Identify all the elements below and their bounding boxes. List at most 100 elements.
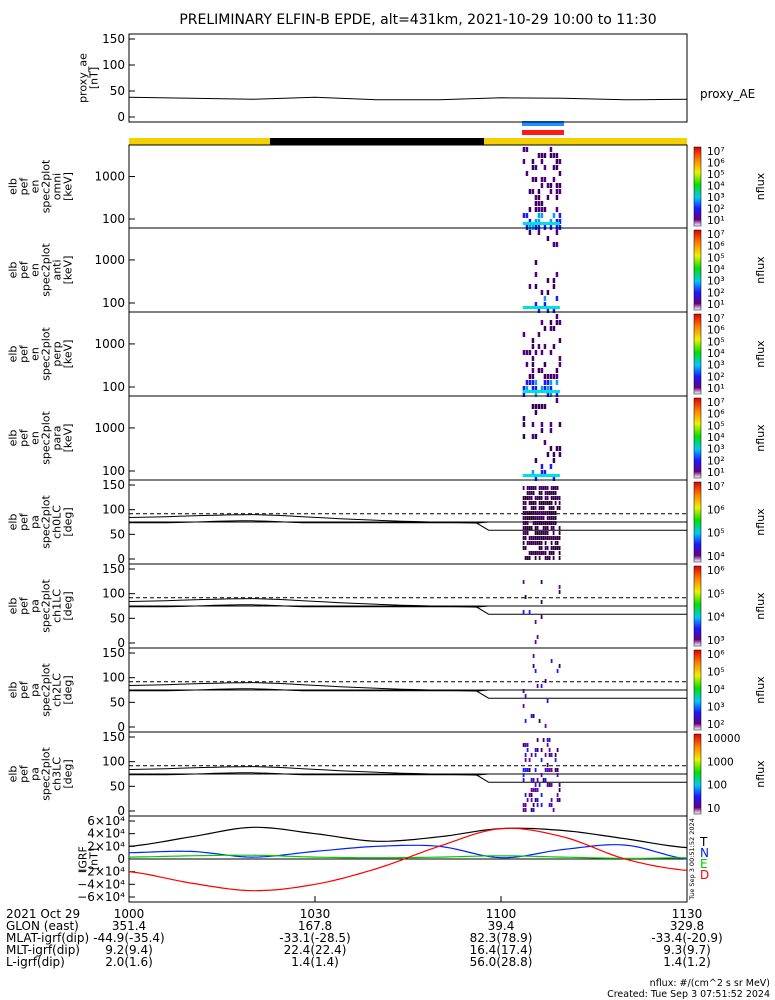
pitch-angle-cell [522, 511, 525, 515]
pitch-angle-cell [556, 793, 559, 797]
pitch-angle-cell [556, 506, 559, 510]
pitch-angle-cell [546, 556, 549, 560]
pitch-angle-cell [538, 536, 541, 540]
pitch-angle-cell [558, 798, 561, 802]
pitch-angle-cell [540, 758, 543, 762]
spectrogram-cell [522, 390, 560, 393]
pitch-angle-cell [558, 664, 561, 668]
pitch-angle-cell [548, 748, 551, 752]
spectrogram-cell [525, 171, 529, 176]
panel-ch0: elbpefpaspec2plotch0LC[deg] 150 100 50 0 10⁷ 1… [7, 478, 768, 566]
spectrogram-cell [540, 213, 544, 218]
y-label-line: en [29, 263, 42, 277]
pitch-angle-cell [558, 526, 561, 530]
pitch-angle-cell [538, 546, 541, 550]
panel-ch1: elbpefpaspec2plotch1LC[deg] 150 100 50 0 10⁶ 1… [7, 562, 768, 650]
spectrogram-cell [549, 446, 553, 451]
xaxis-row-value: 39.4 [488, 919, 515, 933]
pitch-angle-cell [544, 536, 547, 540]
spectrogram-cell [531, 470, 535, 475]
pitch-angle-cell [522, 546, 525, 550]
y-tick-label: 0 [117, 852, 125, 866]
spectrogram-cell [531, 434, 535, 439]
pitch-angle-cell [558, 546, 561, 550]
pitch-angle-cell [536, 541, 539, 545]
pitch-angle-cell [538, 506, 541, 510]
pitch-angle-cell [528, 536, 531, 540]
pitch-angle-cell [524, 546, 527, 550]
spectrogram-cell [531, 189, 535, 194]
colorbar-tick-label: 10⁶ [707, 504, 725, 516]
spectrogram-cell [543, 207, 547, 212]
spectrogram-cell [534, 201, 538, 206]
pitch-angle-cell [522, 541, 525, 545]
pitch-angle-cell [536, 684, 539, 688]
pitch-angle-cell [540, 536, 543, 540]
pitch-angle-cell [538, 719, 541, 723]
spectrogram-cell [549, 422, 553, 427]
pitch-angle-cell [526, 541, 529, 545]
colorbar-label: nflux [754, 340, 767, 368]
pitch-angle-cell [544, 768, 547, 772]
spectrogram-cell [552, 374, 556, 379]
pitch-angle-cell [522, 516, 525, 520]
colorbar-tick-label: 10⁷ [707, 397, 725, 409]
panel-igrf: IGRF[nT] 6×10⁴4×10⁴2×10⁴0−2×10⁴−4×10⁴−6×1… [77, 814, 710, 904]
pitch-angle-cell [522, 496, 525, 500]
pitch-angle-cell [530, 793, 533, 797]
spectrogram-cell [555, 374, 559, 379]
spectrogram-cell [549, 189, 553, 194]
pitch-angle-cell [550, 783, 553, 787]
pitch-angle-cell [540, 580, 543, 584]
y-tick-label: 6×10⁴ [87, 814, 125, 828]
field-aligned-line [129, 520, 687, 531]
pitch-angle-cell [550, 496, 553, 500]
pitch-angle-cell [552, 526, 555, 530]
spectrogram-cell [549, 464, 553, 469]
pitch-angle-cell [530, 506, 533, 510]
spectrogram-cell [522, 434, 526, 439]
figure-title: PRELIMINARY ELFIN-B EPDE, alt=431km, 202… [179, 12, 656, 28]
spectrogram-cell [534, 272, 538, 277]
pitch-angle-cell [552, 808, 555, 812]
colorbar-tick-label: 10² [707, 371, 725, 383]
pitch-angle-cell [534, 501, 537, 505]
spectrogram-cell [522, 392, 526, 397]
panel-frame [128, 227, 688, 313]
pitch-angle-cell [534, 511, 537, 515]
pitch-angle-cell [542, 516, 545, 520]
pitch-angle-cell [544, 501, 547, 505]
spectrogram-cell [540, 159, 544, 164]
pitch-angle-cell [542, 526, 545, 530]
spectrogram-cell [540, 207, 544, 212]
pitch-angle-cell [538, 496, 541, 500]
pitch-angle-cell [536, 635, 539, 639]
spectrogram-cell [522, 306, 560, 309]
y-label-line: [deg] [62, 507, 75, 536]
pitch-angle-cell [526, 486, 529, 490]
xaxis-row-value: 1.4(1.4) [291, 955, 339, 969]
y-tick-label: −2×10⁴ [77, 865, 125, 879]
pitch-angle-cell [532, 536, 535, 540]
colorbar-tick-label: 10⁴ [707, 348, 725, 360]
y-tick-label: 100 [102, 296, 125, 310]
spectrogram-cell [537, 332, 541, 337]
footer-created: Created: Tue Sep 3 07:51:52 2024 [607, 989, 770, 1000]
y-label-line: ch3LC [51, 757, 64, 791]
colorbar [693, 565, 702, 647]
y-label-line: spec2plot [40, 747, 53, 801]
y-label-line: spec2plot [40, 159, 53, 213]
pitch-angle-cell [546, 738, 549, 742]
pitch-angle-cell [550, 541, 553, 545]
colorbar-tick-label: 10000 [707, 733, 740, 745]
colorbar-label: nflux [754, 592, 767, 620]
colorbar-label: nflux [754, 676, 767, 704]
spectrogram-cell [531, 422, 535, 427]
pitch-angle-cell [544, 511, 547, 515]
spectrogram-cell [558, 189, 562, 194]
orbit-status-bar [129, 121, 687, 145]
y-label-line: en [29, 431, 42, 445]
colorbar-label: nflux [754, 172, 767, 200]
pitch-angle-cell [536, 788, 539, 792]
pitch-angle-cell [544, 724, 547, 728]
